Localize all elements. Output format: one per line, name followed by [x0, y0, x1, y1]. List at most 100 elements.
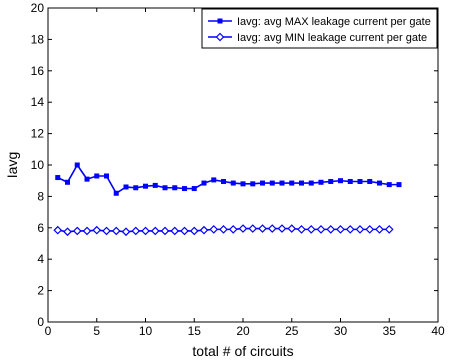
x-tick-label: 35: [383, 324, 397, 338]
data-point: [377, 180, 382, 186]
series-max: [55, 162, 402, 196]
data-point: [297, 225, 306, 234]
x-tick-label: 15: [188, 324, 202, 338]
legend-marker: [215, 32, 225, 42]
data-point: [63, 227, 72, 237]
y-tick-label: 16: [31, 64, 45, 78]
data-point: [326, 225, 336, 234]
y-tick-label: 10: [31, 158, 45, 172]
data-point: [131, 226, 141, 236]
data-point: [211, 177, 217, 183]
legend-box: [201, 8, 438, 49]
plot-frame: [47, 7, 439, 323]
data-point: [345, 225, 355, 234]
data-point: [160, 226, 170, 236]
data-point: [365, 225, 375, 234]
x-tick-label: 10: [139, 324, 153, 338]
data-point: [287, 224, 297, 233]
data-point: [121, 227, 131, 237]
data-point: [230, 180, 236, 186]
data-point: [111, 226, 121, 236]
y-axis-label: Iavg: [4, 152, 20, 178]
data-point: [92, 225, 102, 235]
data-point: [336, 225, 345, 234]
data-point: [84, 176, 90, 182]
data-point: [123, 184, 129, 190]
series-min: [53, 224, 394, 237]
data-point: [94, 173, 100, 179]
data-point: [238, 224, 248, 233]
x-tick-label: 25: [285, 324, 299, 338]
data-point: [240, 181, 246, 187]
data-point: [355, 225, 365, 234]
data-point: [182, 186, 187, 192]
y-tick-label: 6: [37, 221, 44, 235]
data-point: [113, 190, 119, 196]
data-point: [289, 180, 295, 186]
data-point: [299, 180, 304, 186]
data-point: [386, 182, 392, 188]
data-point: [258, 224, 267, 233]
data-point: [308, 180, 314, 186]
x-tick-label: 40: [431, 324, 445, 338]
data-point: [338, 178, 343, 184]
data-point: [248, 224, 258, 233]
x-tick-label: 20: [236, 324, 250, 338]
x-tick-label: 0: [45, 324, 52, 338]
y-tick-label: 4: [37, 252, 44, 266]
data-point: [277, 224, 287, 233]
y-tick-label: 18: [31, 32, 45, 46]
y-tick-label: 0: [37, 315, 44, 329]
data-point: [260, 180, 265, 186]
data-point: [55, 175, 61, 181]
data-point: [150, 226, 160, 236]
series-group: [53, 162, 402, 237]
data-point: [318, 179, 324, 185]
data-point: [53, 225, 63, 235]
data-point: [191, 186, 197, 192]
data-point: [189, 226, 199, 236]
data-point: [74, 162, 80, 168]
data-point: [201, 180, 207, 186]
tick-group: 0 5 10 15 20 25 30 35 40 0 2 4 6 8 10 12 14 16 18 20: [31, 1, 445, 338]
data-point: [199, 225, 209, 235]
legend-label: Iavg: avg MIN leakage current per gate: [237, 32, 427, 44]
data-point: [209, 225, 219, 234]
legend-label: Iavg: avg MAX leakage current per gate: [237, 16, 431, 28]
data-point: [143, 183, 148, 189]
data-point: [328, 178, 334, 184]
data-point: [347, 178, 353, 184]
data-point: [228, 225, 238, 234]
x-tick-label: 30: [334, 324, 348, 338]
legend-marker: [217, 18, 223, 24]
x-tick-label: 5: [93, 324, 100, 338]
data-point: [104, 173, 109, 179]
data-point: [82, 226, 92, 236]
data-point: [152, 182, 158, 188]
data-point: [269, 180, 275, 186]
data-point: [357, 178, 363, 184]
data-point: [162, 185, 168, 191]
data-point: [180, 226, 189, 236]
data-point: [267, 224, 277, 233]
data-point: [396, 182, 402, 188]
y-tick-label: 2: [37, 284, 44, 298]
data-point: [316, 225, 326, 234]
data-point: [133, 185, 139, 191]
data-point: [250, 181, 256, 187]
x-axis-label: total # of circuits: [192, 343, 293, 359]
data-point: [384, 225, 394, 234]
data-point: [219, 225, 228, 234]
data-point: [170, 226, 180, 236]
data-point: [306, 225, 316, 234]
data-point: [221, 178, 226, 184]
legend: Iavg: avg MAX leakage current per gate Ia…: [201, 8, 438, 49]
y-tick-label: 14: [31, 95, 45, 109]
data-point: [367, 178, 373, 184]
data-point: [102, 226, 111, 236]
data-point: [141, 226, 150, 236]
data-point: [72, 226, 82, 236]
data-point: [279, 180, 285, 186]
y-tick-label: 20: [31, 1, 45, 15]
